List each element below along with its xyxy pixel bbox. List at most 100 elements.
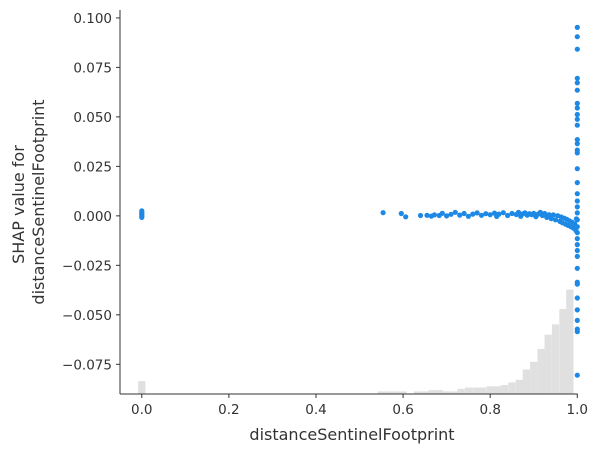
x-tick-label: 0.6 xyxy=(392,402,413,418)
data-point xyxy=(452,209,458,215)
y-tick-label: 0.000 xyxy=(73,209,112,225)
histogram-bar xyxy=(377,391,385,394)
data-point xyxy=(465,213,471,219)
data-point xyxy=(398,210,404,217)
data-point xyxy=(574,191,580,197)
data-point xyxy=(139,214,145,220)
data-point xyxy=(574,24,580,30)
y-axis-title-line-2: distanceSentinelFootprint xyxy=(29,99,48,304)
data-point xyxy=(550,212,556,218)
histogram-bar xyxy=(566,289,574,394)
data-point xyxy=(574,210,580,216)
data-point xyxy=(509,210,515,217)
y-axis-ticks: 0.100 0.075 0.050 0.025 0.000 −0.025 −0.050 −0.… xyxy=(62,11,120,373)
data-point xyxy=(574,80,580,86)
x-axis-ticks: 0.0 0.2 0.4 0.6 0.8 1.0 xyxy=(131,394,588,418)
data-point xyxy=(574,224,580,230)
data-point xyxy=(448,211,454,217)
data-point xyxy=(574,166,580,172)
histogram-bar xyxy=(399,391,407,394)
x-tick-label: 1.0 xyxy=(567,402,588,418)
data-point xyxy=(574,137,580,143)
histogram-bar xyxy=(522,369,530,394)
data-point xyxy=(380,210,386,216)
data-point xyxy=(574,372,580,378)
data-point xyxy=(500,210,506,216)
data-point xyxy=(574,150,580,156)
y-tick-label: 0.100 xyxy=(73,11,112,27)
data-point xyxy=(574,204,580,210)
histogram-bar xyxy=(457,388,465,394)
histogram-bar xyxy=(486,386,494,394)
data-point xyxy=(496,211,502,217)
data-point xyxy=(505,212,511,219)
histogram-bar xyxy=(450,391,458,394)
y-tick-label: −0.050 xyxy=(62,308,112,324)
data-point xyxy=(403,214,409,220)
y-tick-label: 0.050 xyxy=(73,110,112,126)
histogram-bar xyxy=(537,348,545,394)
histogram-bar xyxy=(515,379,523,394)
data-point xyxy=(417,212,424,219)
data-point xyxy=(444,213,450,219)
data-point xyxy=(574,281,580,287)
data-point xyxy=(574,230,580,236)
data-point xyxy=(574,317,580,323)
data-point xyxy=(483,211,489,217)
histogram-bar xyxy=(551,324,560,394)
data-point xyxy=(461,210,467,217)
y-tick-label: −0.025 xyxy=(62,258,112,274)
data-point xyxy=(574,111,580,118)
x-tick-label: 0.8 xyxy=(479,402,500,418)
histogram-bar xyxy=(464,387,473,394)
data-point xyxy=(431,212,437,218)
histogram-bar xyxy=(392,391,400,394)
histogram-bar xyxy=(559,308,567,394)
scatter-points xyxy=(139,24,580,378)
data-point xyxy=(574,46,580,52)
histogram-bar xyxy=(428,390,436,394)
histogram-bar xyxy=(435,390,443,394)
data-point xyxy=(474,210,480,216)
data-point xyxy=(552,217,559,223)
data-point xyxy=(574,265,580,271)
data-point xyxy=(574,87,580,93)
data-point xyxy=(439,210,445,216)
data-point xyxy=(574,217,580,223)
histogram-bar xyxy=(530,361,538,394)
data-point xyxy=(574,100,580,106)
histogram-bar xyxy=(472,387,480,394)
data-point xyxy=(574,247,580,254)
x-tick-label: 0.4 xyxy=(305,402,326,418)
data-point xyxy=(574,253,580,259)
histogram-bar xyxy=(508,382,516,394)
histogram-bar xyxy=(413,391,422,394)
data-point xyxy=(574,141,580,147)
y-axis-title: SHAP value for distanceSentinelFootprint xyxy=(9,99,48,304)
histogram-bar xyxy=(443,391,451,394)
data-point xyxy=(515,209,522,215)
data-point xyxy=(424,212,430,218)
data-point xyxy=(574,295,580,301)
histogram-bar xyxy=(385,391,393,394)
data-point xyxy=(574,180,580,186)
histogram-bar xyxy=(544,334,552,394)
data-point xyxy=(574,236,580,242)
histogram-bar xyxy=(479,387,487,394)
data-point xyxy=(574,105,580,111)
x-axis-title: distanceSentinelFootprint xyxy=(249,425,454,444)
data-point xyxy=(542,210,548,217)
data-point xyxy=(457,212,463,218)
data-point xyxy=(574,75,580,81)
y-tick-label: −0.075 xyxy=(62,357,112,373)
histogram-background xyxy=(138,289,574,394)
data-point xyxy=(470,211,476,217)
data-point xyxy=(574,34,580,40)
data-point xyxy=(574,116,580,122)
histogram-bar xyxy=(500,385,509,394)
x-tick-label: 0.0 xyxy=(131,402,152,418)
y-tick-label: 0.075 xyxy=(73,60,112,76)
data-point xyxy=(574,198,580,204)
data-point xyxy=(574,329,580,335)
